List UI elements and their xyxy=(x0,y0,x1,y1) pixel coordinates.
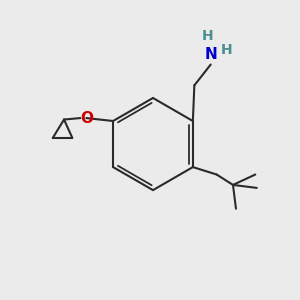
Text: O: O xyxy=(80,110,93,125)
Text: N: N xyxy=(204,47,217,62)
Text: H: H xyxy=(201,29,213,43)
Text: H: H xyxy=(220,43,232,57)
